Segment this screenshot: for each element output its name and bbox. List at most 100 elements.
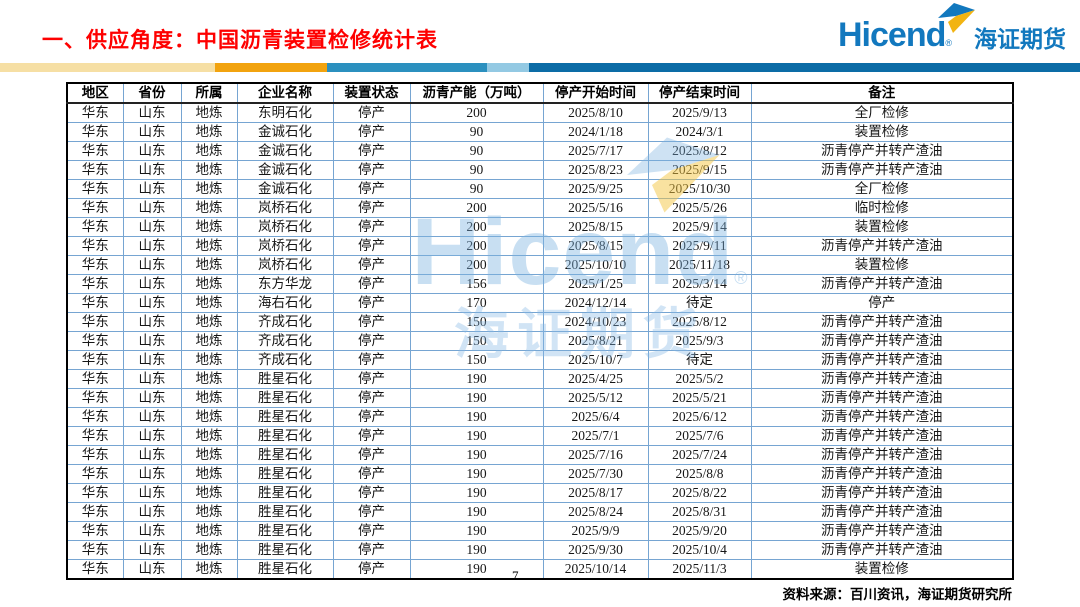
table-cell: 金诚石化 bbox=[236, 160, 334, 180]
table-cell: 停产 bbox=[332, 407, 411, 427]
table-cell: 2025/7/30 bbox=[542, 464, 649, 484]
table-cell: 地炼 bbox=[180, 102, 238, 123]
table-cell: 停产 bbox=[332, 540, 411, 560]
page-title: 一、供应角度：中国沥青装置检修统计表 bbox=[42, 29, 438, 52]
table-row: 华东 山东 地炼 齐成石化 停产 150 2025/10/7 待定 沥青停产并转产渣油 bbox=[66, 350, 1014, 370]
table-cell: 全厂检修 bbox=[750, 102, 1014, 123]
table-cell: 2025/5/2 bbox=[647, 369, 752, 389]
brand-name-en: Hicend bbox=[838, 16, 946, 54]
table-cell: 2025/9/30 bbox=[542, 540, 649, 560]
table-cell: 2025/8/24 bbox=[542, 502, 649, 522]
table-cell: 190 bbox=[409, 483, 544, 503]
table-cell: 山东 bbox=[122, 255, 182, 275]
table-cell: 地炼 bbox=[180, 331, 238, 351]
table-cell: 华东 bbox=[66, 312, 124, 332]
table-cell: 2025/8/17 bbox=[542, 483, 649, 503]
table-cell: 停产 bbox=[332, 179, 411, 199]
table-cell: 2025/10/14 bbox=[542, 559, 649, 580]
table-cell: 地炼 bbox=[180, 540, 238, 560]
table-cell: 停产 bbox=[332, 236, 411, 256]
table-cell: 岚桥石化 bbox=[236, 255, 334, 275]
table-cell: 华东 bbox=[66, 388, 124, 408]
table-cell: 沥青停产并转产渣油 bbox=[750, 502, 1014, 522]
table-row: 华东 山东 地炼 胜星石化 停产 190 2025/5/12 2025/5/21 沥青停产并转产… bbox=[66, 388, 1014, 408]
table-cell: 待定 bbox=[647, 293, 752, 313]
table-cell: 2025/10/10 bbox=[542, 255, 649, 275]
table-cell: 山东 bbox=[122, 236, 182, 256]
table-cell: 2024/10/23 bbox=[542, 312, 649, 332]
table-cell: 停产 bbox=[332, 160, 411, 180]
table-cell: 停产 bbox=[750, 293, 1014, 313]
table-cell: 山东 bbox=[122, 331, 182, 351]
table-cell: 地炼 bbox=[180, 445, 238, 465]
column-header: 备注 bbox=[750, 82, 1014, 104]
table-body: 华东 山东 地炼 东明石化 停产 200 2025/8/10 2025/9/13 全厂检修 华东山… bbox=[66, 102, 1014, 580]
table-cell: 胜星石化 bbox=[236, 502, 334, 522]
table-cell: 沥青停产并转产渣油 bbox=[750, 521, 1014, 541]
table-cell: 山东 bbox=[122, 198, 182, 218]
table-cell: 华东 bbox=[66, 464, 124, 484]
table-container: 地区 省份 所属 企业名称 装置状态 沥青产能（万吨） 停产开始时间 停产结束时间 备注 华东山… bbox=[66, 82, 1014, 580]
table-cell: 山东 bbox=[122, 122, 182, 142]
table-cell: 停产 bbox=[332, 122, 411, 142]
table-cell: 2025/10/7 bbox=[542, 350, 649, 370]
table-cell: 胜星石化 bbox=[236, 559, 334, 580]
table-cell: 2025/7/17 bbox=[542, 141, 649, 161]
table-cell: 山东 bbox=[122, 540, 182, 560]
table-cell: 胜星石化 bbox=[236, 445, 334, 465]
table-cell: 山东 bbox=[122, 502, 182, 522]
column-header: 所属 bbox=[180, 82, 238, 104]
table-cell: 胜星石化 bbox=[236, 464, 334, 484]
table-cell: 金诚石化 bbox=[236, 122, 334, 142]
source-note: 资料来源：百川资讯，海证期货研究所 bbox=[782, 587, 1013, 602]
table-cell: 山东 bbox=[122, 274, 182, 294]
table-cell: 沥青停产并转产渣油 bbox=[750, 407, 1014, 427]
table-row: 华东 山东 地炼 金诚石化 停产 90 2025/8/23 2025/9/15 沥青停产并转产渣… bbox=[66, 160, 1014, 180]
table-cell: 齐成石化 bbox=[236, 350, 334, 370]
table-cell: 停产 bbox=[332, 274, 411, 294]
table-cell: 地炼 bbox=[180, 141, 238, 161]
table-cell: 山东 bbox=[122, 179, 182, 199]
table-cell: 胜星石化 bbox=[236, 388, 334, 408]
table-row: 华东 山东 地炼 东明石化 停产 200 2025/8/10 2025/9/13 全厂检修 bbox=[66, 102, 1014, 123]
table-cell: 150 bbox=[409, 312, 544, 332]
table-cell: 2025/10/30 bbox=[647, 179, 752, 199]
table-cell: 华东 bbox=[66, 122, 124, 142]
table-cell: 190 bbox=[409, 388, 544, 408]
table-cell: 2025/5/12 bbox=[542, 388, 649, 408]
bar-segment-orange bbox=[215, 63, 327, 72]
table-cell: 地炼 bbox=[180, 559, 238, 580]
table-cell: 200 bbox=[409, 255, 544, 275]
table-cell: 2025/8/10 bbox=[542, 102, 649, 123]
table-row: 华东 山东 地炼 胜星石化 停产 190 2025/9/9 2025/9/20 沥青停产并转产渣… bbox=[66, 521, 1014, 541]
brand-logo: Hicend® 海证期货 bbox=[838, 3, 1066, 54]
table-cell: 90 bbox=[409, 141, 544, 161]
table-cell: 华东 bbox=[66, 141, 124, 161]
table-row: 华东 山东 地炼 齐成石化 停产 150 2025/8/21 2025/9/3 沥青停产并转产渣… bbox=[66, 331, 1014, 351]
table-cell: 山东 bbox=[122, 350, 182, 370]
table-cell: 2025/1/25 bbox=[542, 274, 649, 294]
table-cell: 沥青停产并转产渣油 bbox=[750, 312, 1014, 332]
table-cell: 华东 bbox=[66, 331, 124, 351]
table-cell: 停产 bbox=[332, 464, 411, 484]
table-cell: 装置检修 bbox=[750, 122, 1014, 142]
table-cell: 190 bbox=[409, 369, 544, 389]
table-cell: 待定 bbox=[647, 350, 752, 370]
table-cell: 2025/8/8 bbox=[647, 464, 752, 484]
table-cell: 齐成石化 bbox=[236, 312, 334, 332]
table-cell: 东方华龙 bbox=[236, 274, 334, 294]
column-header: 地区 bbox=[66, 82, 124, 104]
bar-segment-mid-blue bbox=[327, 63, 487, 72]
table-row: 华东 山东 地炼 金诚石化 停产 90 2024/1/18 2024/3/1 装置检修 bbox=[66, 122, 1014, 142]
table-cell: 山东 bbox=[122, 426, 182, 446]
table-cell: 华东 bbox=[66, 426, 124, 446]
column-header: 沥青产能（万吨） bbox=[409, 82, 544, 104]
table-cell: 华东 bbox=[66, 255, 124, 275]
table-cell: 华东 bbox=[66, 483, 124, 503]
table-cell: 沥青停产并转产渣油 bbox=[750, 426, 1014, 446]
table-row: 华东 山东 地炼 胜星石化 停产 190 2025/10/14 2025/11/3 装置检修 bbox=[66, 559, 1014, 580]
table-cell: 2025/7/1 bbox=[542, 426, 649, 446]
table-row: 华东 山东 地炼 岚桥石化 停产 200 2025/10/10 2025/11/18 装置检修 bbox=[66, 255, 1014, 275]
table-cell: 山东 bbox=[122, 521, 182, 541]
table-row: 华东 山东 地炼 岚桥石化 停产 200 2025/8/15 2025/9/11 沥青停产并转产… bbox=[66, 236, 1014, 256]
